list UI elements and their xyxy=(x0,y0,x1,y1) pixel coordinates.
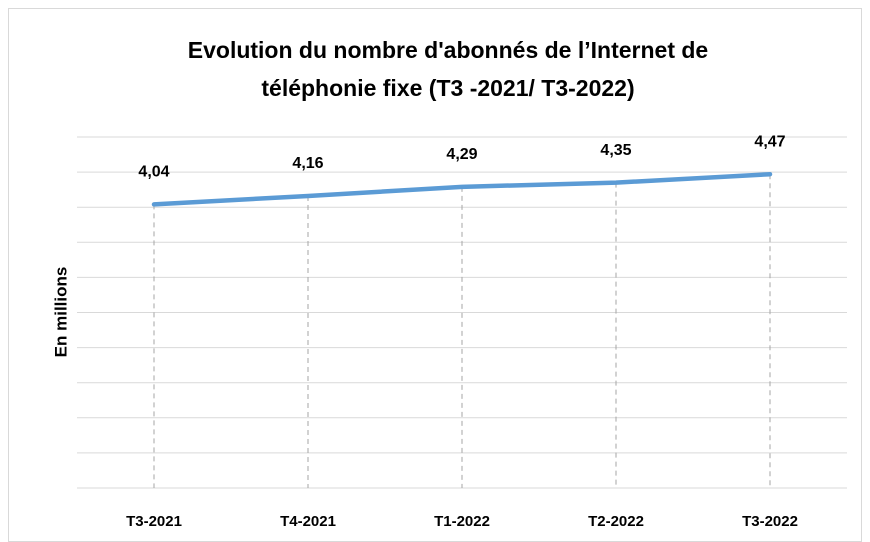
x-tick-label: T1-2022 xyxy=(434,513,490,530)
data-label: 4,04 xyxy=(138,164,169,181)
y-axis-label: En millions xyxy=(51,267,70,358)
data-label: 4,29 xyxy=(446,146,477,163)
data-label: 4,35 xyxy=(600,142,631,159)
data-label: 4,16 xyxy=(292,155,323,172)
x-tick-label: T3-2021 xyxy=(126,513,182,530)
chart-title: téléphonie fixe (T3 -2021/ T3-2022) xyxy=(261,75,634,101)
line xyxy=(151,171,773,207)
data-label: 4,47 xyxy=(754,133,785,150)
x-tick-label: T4-2021 xyxy=(280,513,336,530)
x-tick-label: T3-2022 xyxy=(742,513,798,530)
x-tick-label: T2-2022 xyxy=(588,513,644,530)
chart-title: Evolution du nombre d'abonnés de l’Inter… xyxy=(188,37,708,63)
